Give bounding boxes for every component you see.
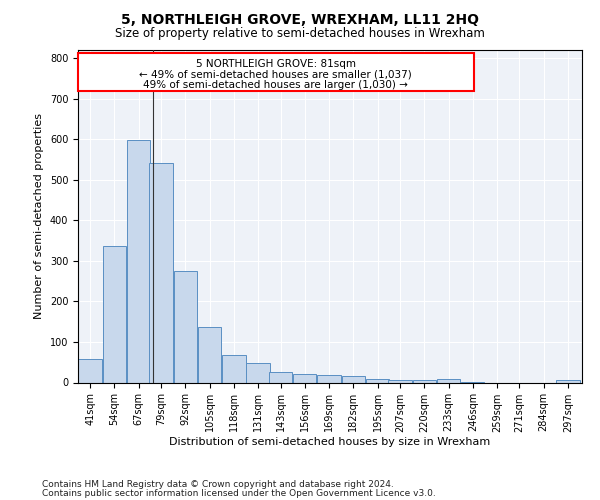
Text: 5, NORTHLEIGH GROVE, WREXHAM, LL11 2HQ: 5, NORTHLEIGH GROVE, WREXHAM, LL11 2HQ (121, 12, 479, 26)
Bar (388, 380, 412, 382)
Text: Contains HM Land Registry data © Crown copyright and database right 2024.: Contains HM Land Registry data © Crown c… (42, 480, 394, 489)
Bar (222, 356, 245, 382)
Bar (198, 327, 221, 382)
Bar (247, 363, 270, 382)
Text: ← 49% of semi-detached houses are smaller (1,037): ← 49% of semi-detached houses are smalle… (139, 70, 412, 80)
Bar (79, 359, 102, 382)
Bar (437, 380, 460, 382)
Text: Size of property relative to semi-detached houses in Wrexham: Size of property relative to semi-detach… (115, 28, 485, 40)
Bar (293, 374, 316, 382)
Text: 5 NORTHLEIGH GROVE: 81sqm: 5 NORTHLEIGH GROVE: 81sqm (196, 58, 356, 68)
Bar (173, 270, 197, 382)
Bar (317, 375, 341, 382)
FancyBboxPatch shape (78, 53, 474, 92)
Bar (556, 380, 580, 382)
Bar (413, 380, 436, 382)
Bar (269, 372, 292, 382)
Bar (127, 140, 151, 382)
Bar (103, 246, 126, 382)
X-axis label: Distribution of semi-detached houses by size in Wrexham: Distribution of semi-detached houses by … (169, 437, 491, 447)
Bar (341, 376, 365, 382)
Text: 49% of semi-detached houses are larger (1,030) →: 49% of semi-detached houses are larger (… (143, 80, 409, 90)
Text: Contains public sector information licensed under the Open Government Licence v3: Contains public sector information licen… (42, 490, 436, 498)
Bar (149, 163, 173, 382)
Y-axis label: Number of semi-detached properties: Number of semi-detached properties (34, 114, 44, 320)
Bar (366, 380, 389, 382)
